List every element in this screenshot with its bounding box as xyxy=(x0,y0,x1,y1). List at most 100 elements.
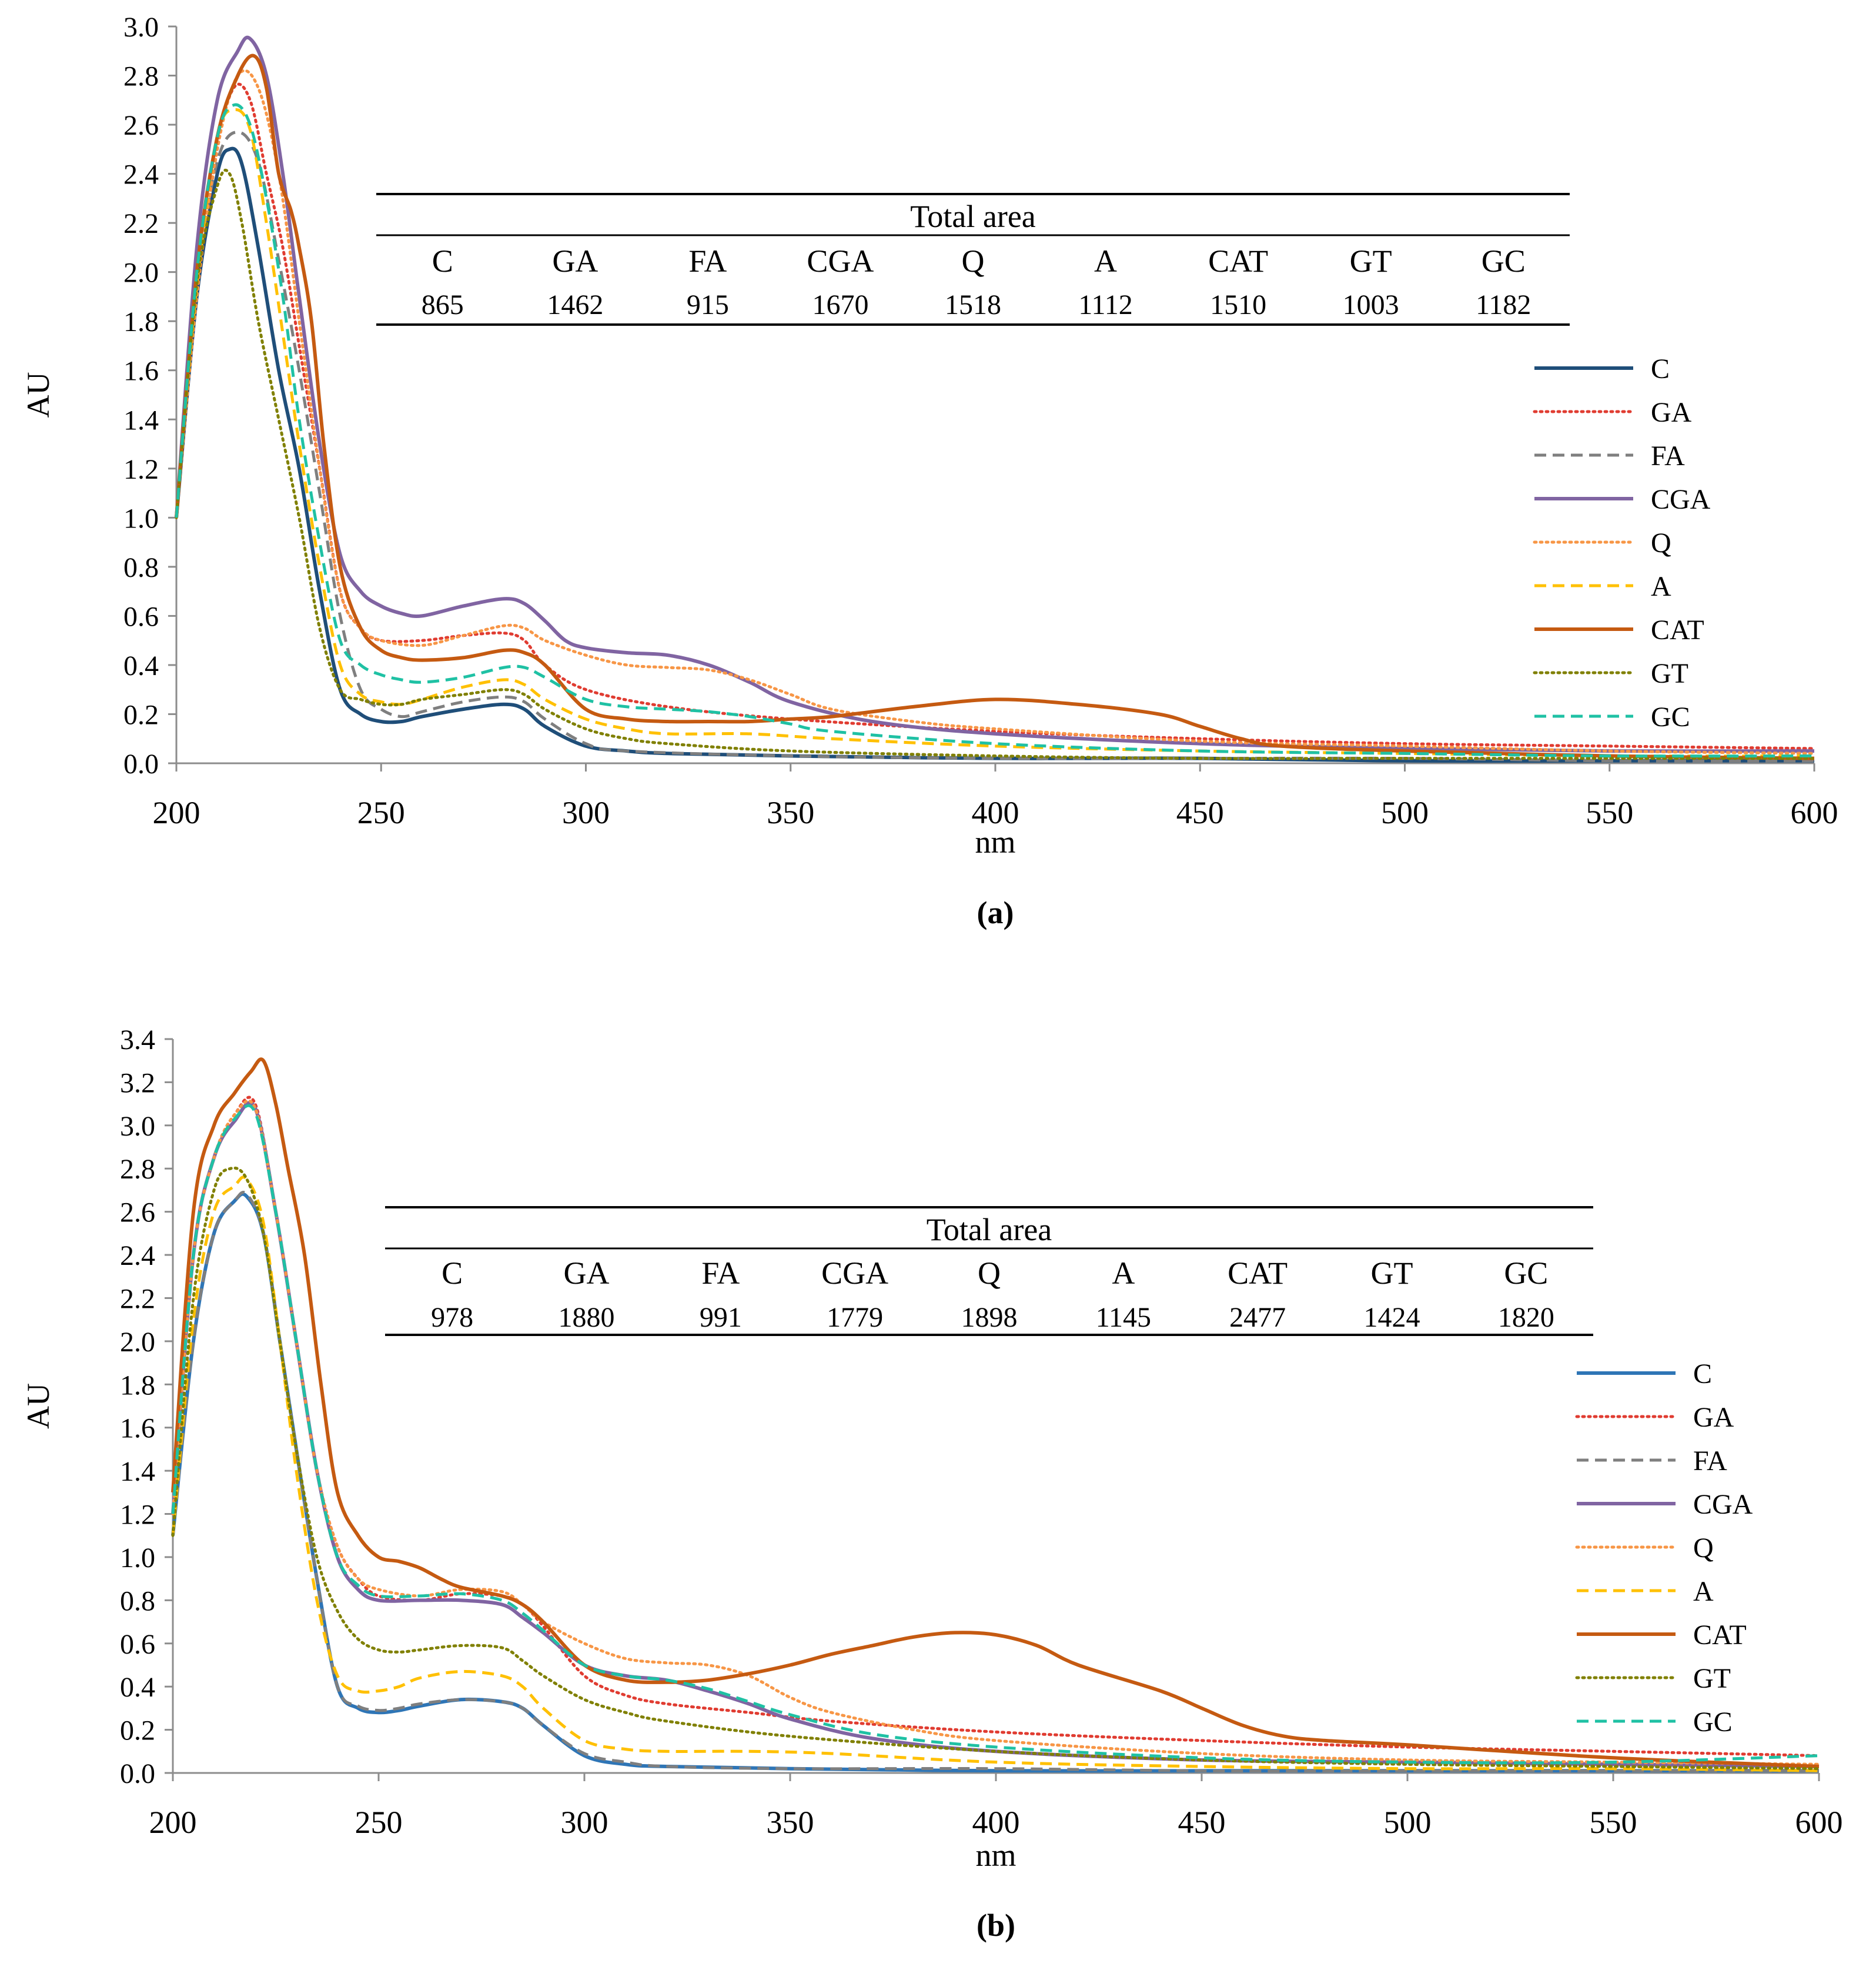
table-value-cell: 1510 xyxy=(1210,289,1266,320)
y-tick-label: 2.0 xyxy=(123,258,159,289)
x-tick-label: 250 xyxy=(357,795,405,830)
legend-label-a: A xyxy=(1693,1576,1714,1607)
table-value-cell: 1779 xyxy=(827,1302,883,1333)
table-header-cell: CGA xyxy=(821,1255,888,1291)
x-tick-label: 550 xyxy=(1590,1805,1637,1840)
legend-label-cga: CGA xyxy=(1693,1489,1753,1520)
table-value-cell: 1898 xyxy=(961,1302,1018,1333)
legend-label-cga: CGA xyxy=(1651,484,1711,515)
y-tick-label: 1.6 xyxy=(120,1413,155,1444)
legend-label-cat: CAT xyxy=(1693,1619,1747,1651)
y-tick-label: 0.0 xyxy=(123,749,159,780)
table-header-cell: CGA xyxy=(807,243,874,279)
table-value-cell: 1670 xyxy=(812,289,868,320)
series-lines xyxy=(175,35,1816,763)
table-header-cell: C xyxy=(432,243,453,279)
series-line-gc xyxy=(175,103,1815,758)
x-tick-label: 450 xyxy=(1176,795,1224,830)
table-header-cell: FA xyxy=(688,243,727,279)
series-line-a xyxy=(175,108,1815,758)
legend-label-a: A xyxy=(1651,571,1671,602)
y-tick-label: 2.0 xyxy=(120,1327,155,1358)
series-line-gt xyxy=(175,168,1816,760)
panel-b: 0.0 0.2 0.4 0.6 0.8 1.0 1.2 1.4 1.6 1.8 2.0 2.2 2.4 2… xyxy=(21,1024,1843,1943)
y-tick-label: 3.2 xyxy=(120,1067,155,1098)
table-header-cell: FA xyxy=(701,1255,740,1291)
y-axis-title: AU xyxy=(21,372,56,418)
total-area-table: Total area C 978 GA 1880 FA 991 CGA 1779 Q 1898 A 11… xyxy=(385,1206,1593,1336)
table-value-cell: 991 xyxy=(700,1302,742,1333)
series-lines xyxy=(171,1057,1821,1773)
table-header-cell: Q xyxy=(962,243,985,279)
table-header-cell: A xyxy=(1112,1255,1135,1291)
x-tick-label: 600 xyxy=(1791,795,1838,830)
y-tick-label: 2.4 xyxy=(120,1240,155,1271)
x-tick-label: 200 xyxy=(149,1805,197,1840)
y-tick-label: 1.2 xyxy=(123,454,159,485)
table-header-cell: GA xyxy=(564,1255,610,1291)
y-tick-label: 0.6 xyxy=(123,601,159,632)
table-header-cell: GA xyxy=(552,243,598,279)
table-value-cell: 1518 xyxy=(945,289,1001,320)
y-tick-label: 1.6 xyxy=(123,356,159,387)
table-value-cell: 1003 xyxy=(1343,289,1399,320)
y-axis-title: AU xyxy=(21,1383,56,1429)
x-tick-label: 350 xyxy=(767,1805,814,1840)
x-axis-title: nm xyxy=(975,824,1015,860)
series-line-a xyxy=(171,1175,1820,1772)
table-header-cell: Q xyxy=(978,1255,1001,1291)
y-tick-label: 2.6 xyxy=(120,1197,155,1228)
y-tick-label: 3.4 xyxy=(120,1024,155,1056)
y-tick-label: 2.2 xyxy=(120,1283,155,1314)
series-line-fa xyxy=(171,1191,1819,1773)
y-tick-label: 1.0 xyxy=(123,503,159,534)
table-value-cell: 1820 xyxy=(1498,1302,1554,1333)
series-line-ga xyxy=(171,1096,1821,1758)
table-value-cell: 1182 xyxy=(1476,289,1531,320)
x-tick-label: 500 xyxy=(1381,795,1429,830)
table-header-cell: GC xyxy=(1504,1255,1548,1291)
table-value-cell: 1462 xyxy=(547,289,603,320)
x-tick-label: 200 xyxy=(153,795,200,830)
table-header-cell: C xyxy=(442,1255,463,1291)
series-line-cat xyxy=(171,1057,1820,1768)
panel-a: 0.0 0.2 0.4 0.6 0.8 1.0 1.2 1.4 1.6 1.8 2.0 2.2 2.4 2… xyxy=(21,12,1838,930)
x-tick-label: 300 xyxy=(561,1805,608,1840)
y-tick-label: 0.2 xyxy=(123,699,159,730)
table-value-cell: 1424 xyxy=(1364,1302,1420,1333)
table-header-cell: GT xyxy=(1350,243,1392,279)
legend-label-c: C xyxy=(1693,1358,1712,1390)
y-tick-label: 3.0 xyxy=(120,1111,155,1142)
y-tick-label: 2.6 xyxy=(123,110,159,141)
table-value-cell: 1112 xyxy=(1078,289,1132,320)
series-line-gt xyxy=(171,1166,1821,1771)
series-line-cat xyxy=(175,54,1815,760)
legend-label-fa: FA xyxy=(1693,1445,1727,1477)
table-header-cell: GT xyxy=(1371,1255,1413,1291)
legend-label-gt: GT xyxy=(1693,1663,1731,1694)
legend-label-q: Q xyxy=(1693,1532,1714,1564)
y-tick-label: 2.8 xyxy=(123,61,159,92)
y-tick-label: 0.4 xyxy=(120,1672,155,1703)
legend-label-ga: GA xyxy=(1693,1402,1734,1433)
legend-label-gc: GC xyxy=(1693,1707,1733,1738)
total-area-table: Total area C 865 GA 1462 FA 915 CGA 1670 Q 1518 A 11… xyxy=(376,193,1570,326)
y-tick-label: 1.8 xyxy=(123,306,159,338)
x-tick-label: 550 xyxy=(1586,795,1633,830)
x-tick-label: 400 xyxy=(972,1805,1020,1840)
series-line-ga xyxy=(175,82,1816,750)
table-value-cell: 1145 xyxy=(1096,1302,1151,1333)
legend-label-cat: CAT xyxy=(1651,615,1704,646)
table-value-cell: 865 xyxy=(422,289,464,320)
x-tick-label: 500 xyxy=(1384,1805,1432,1840)
series-line-cga xyxy=(171,1101,1820,1768)
y-tick-label: 0.8 xyxy=(120,1585,155,1617)
y-tick-label: 3.0 xyxy=(123,12,159,43)
legend-label-c: C xyxy=(1651,353,1670,385)
y-tick-label: 1.0 xyxy=(120,1542,155,1574)
y-tick-label: 0.0 xyxy=(120,1758,155,1789)
x-tick-label: 300 xyxy=(562,795,610,830)
table-header-cell: CAT xyxy=(1228,1255,1288,1291)
